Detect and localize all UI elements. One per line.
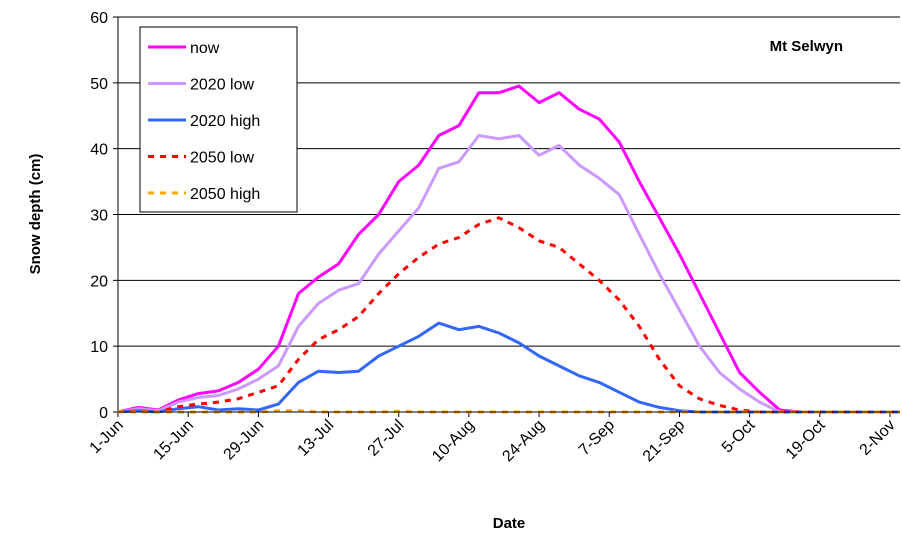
legend-label: 2020 low xyxy=(190,77,254,94)
y-tick-label: 60 xyxy=(90,10,108,27)
x-tick-label: 7-Sep xyxy=(576,417,618,459)
x-tick-label: 24-Aug xyxy=(499,417,548,466)
y-tick-label: 20 xyxy=(90,273,108,290)
x-tick-label: 19-Oct xyxy=(783,416,829,462)
series-line xyxy=(117,134,900,414)
series-line xyxy=(117,321,900,414)
y-tick-label: 0 xyxy=(99,405,108,422)
series-line xyxy=(117,84,900,414)
x-tick-label: 29-Jun xyxy=(221,417,268,464)
legend: now 2020 low 2020 high 2050 low 2050 high xyxy=(139,26,298,213)
x-tick-label: 13-Jul xyxy=(295,417,338,460)
x-tick-label: 1-Jun xyxy=(87,417,127,457)
legend-label: 2050 low xyxy=(190,150,254,167)
y-tick-label: 30 xyxy=(90,208,108,225)
legend-label: now xyxy=(190,40,220,57)
x-tick-label: 15-Jun xyxy=(150,417,197,464)
x-axis-label: Date xyxy=(493,515,526,532)
x-tick-label: 27-Jul xyxy=(365,417,408,460)
x-tick-label: 21-Sep xyxy=(640,417,689,466)
x-tick-label: 2-Nov xyxy=(857,417,899,459)
y-tick-label: 50 xyxy=(90,76,108,93)
annotation: Mt Selwyn xyxy=(770,38,843,55)
y-tick-label: 40 xyxy=(90,142,108,159)
x-tick-label: 5-Oct xyxy=(719,416,759,456)
x-tick-label: 10-Aug xyxy=(429,417,478,466)
y-axis-label: Snow depth (cm) xyxy=(27,154,44,275)
y-tick-label: 10 xyxy=(90,339,108,356)
legend-label: 2050 high xyxy=(190,186,260,203)
legend-label: 2020 high xyxy=(190,113,260,130)
